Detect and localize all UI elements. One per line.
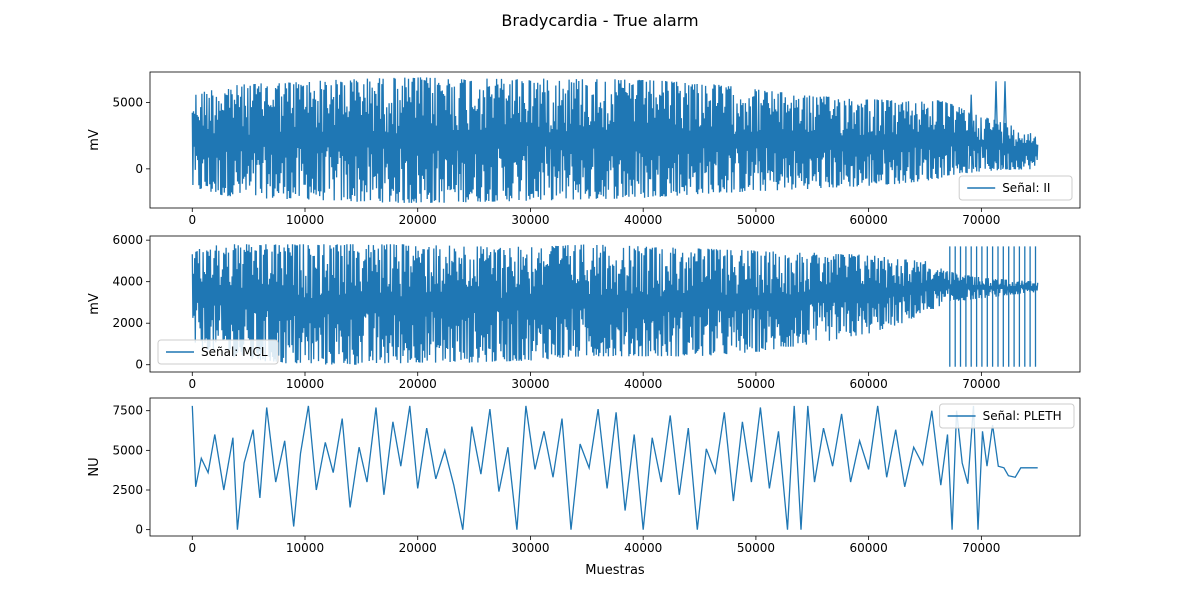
x-tick-label: 0 (188, 213, 196, 227)
legend: Señal: MCL (157, 339, 279, 365)
axes-frame (149, 71, 1081, 209)
x-tick-label: 40000 (624, 377, 662, 391)
x-tick-label: 10000 (286, 377, 324, 391)
series-line (191, 405, 1038, 530)
x-tick-label: 30000 (511, 541, 549, 555)
x-tick-label: 60000 (850, 213, 888, 227)
x-tick-label: 50000 (737, 541, 775, 555)
x-tick-label: 50000 (737, 377, 775, 391)
x-tick-label: 30000 (511, 213, 549, 227)
x-tick-label: 70000 (962, 541, 1000, 555)
x-tick-label: 40000 (624, 213, 662, 227)
series-line (191, 244, 1039, 367)
y-tick-label: 0 (135, 523, 143, 537)
legend-label: Señal: PLETH (983, 409, 1062, 423)
x-tick-label: 50000 (737, 213, 775, 227)
axes-frame (149, 397, 1081, 537)
subplot-mcl: 0 10000 20000 30000 40000 50000 60000 70000 0 200… (87, 233, 1081, 391)
x-tick-label: 0 (188, 541, 196, 555)
y-axis-label: mV (87, 293, 102, 315)
y-tick-label: 0 (135, 162, 143, 176)
x-tick-label: 60000 (850, 541, 888, 555)
subplot-ii: 0 10000 20000 30000 40000 50000 60000 70000 0 500… (87, 71, 1081, 227)
x-tick-label: 10000 (286, 213, 324, 227)
legend-label: Señal: MCL (201, 345, 268, 359)
x-tick-label: 70000 (962, 377, 1000, 391)
legend-label: Señal: II (1002, 181, 1050, 195)
y-tick-label: 0 (135, 358, 143, 372)
x-tick-label: 40000 (624, 541, 662, 555)
x-tick-label: 20000 (399, 213, 437, 227)
x-tick-label: 20000 (399, 541, 437, 555)
y-tick-label: 5000 (112, 96, 143, 110)
legend: Señal: PLETH (939, 403, 1075, 429)
x-tick-label: 0 (188, 377, 196, 391)
y-tick-label: 2000 (112, 316, 143, 330)
y-tick-label: 4000 (112, 275, 143, 289)
series-line (191, 77, 1039, 203)
y-tick-label: 5000 (112, 443, 143, 457)
y-tick-label: 6000 (112, 233, 143, 247)
subplot-pleth: 0 10000 20000 30000 40000 50000 60000 70000 0 250… (87, 397, 1081, 555)
axes-frame (149, 235, 1081, 373)
x-axis-label: Muestras (585, 563, 645, 578)
legend: Señal: II (958, 175, 1073, 201)
x-tick-label: 70000 (962, 213, 1000, 227)
x-tick-label: 30000 (511, 377, 549, 391)
y-tick-label: 2500 (112, 483, 143, 497)
y-tick-label: 7500 (112, 404, 143, 418)
y-axis-label: NU (87, 457, 102, 476)
x-tick-label: 10000 (286, 541, 324, 555)
y-axis-label: mV (87, 129, 102, 151)
figure-title: Bradycardia - True alarm (501, 11, 698, 30)
x-tick-label: 60000 (850, 377, 888, 391)
x-tick-label: 20000 (399, 377, 437, 391)
